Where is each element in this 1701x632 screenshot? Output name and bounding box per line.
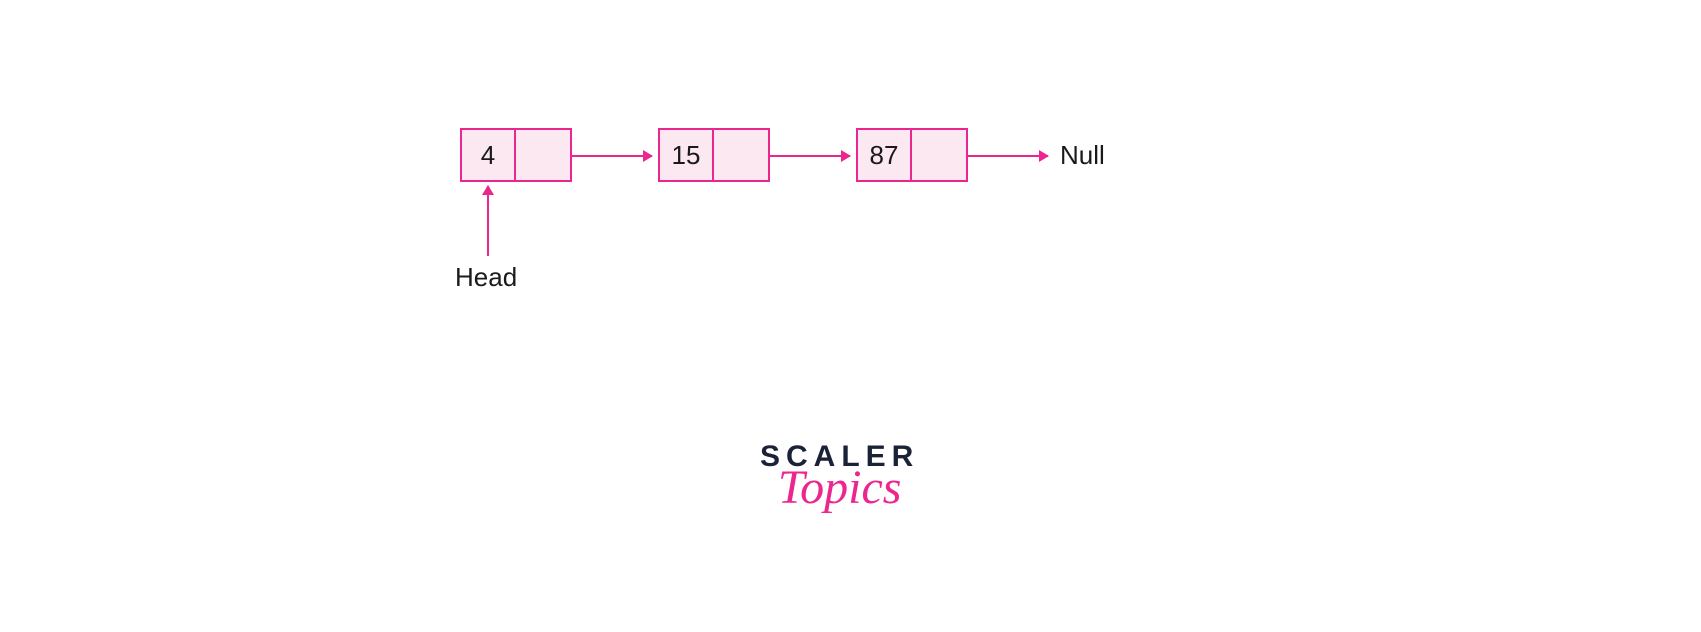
node-pointer bbox=[912, 128, 968, 182]
node-value: 15 bbox=[658, 128, 714, 182]
next-arrow bbox=[770, 155, 850, 157]
list-node: 4 bbox=[460, 128, 572, 182]
next-arrow bbox=[968, 155, 1048, 157]
next-arrow bbox=[572, 155, 652, 157]
head-label: Head bbox=[455, 262, 517, 293]
node-value: 87 bbox=[856, 128, 912, 182]
scaler-logo: SCALER Topics bbox=[760, 440, 919, 512]
list-node: 15 bbox=[658, 128, 770, 182]
head-arrow bbox=[487, 186, 489, 256]
list-node: 87 bbox=[856, 128, 968, 182]
diagram-canvas: 4 15 87 Null Head SCALER Topics bbox=[0, 0, 1701, 632]
node-value: 4 bbox=[460, 128, 516, 182]
null-label: Null bbox=[1060, 140, 1105, 171]
node-pointer bbox=[516, 128, 572, 182]
logo-text-bottom: Topics bbox=[760, 464, 919, 512]
node-pointer bbox=[714, 128, 770, 182]
